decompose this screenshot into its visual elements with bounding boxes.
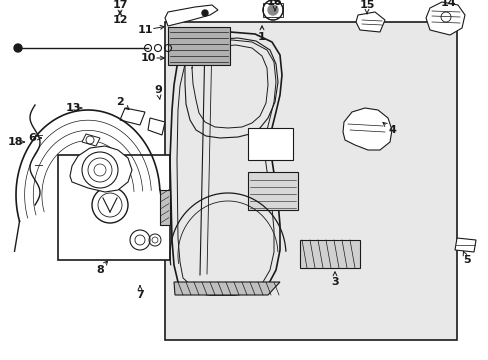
Text: 7: 7 (136, 290, 143, 300)
Polygon shape (454, 238, 475, 252)
Text: 18: 18 (7, 137, 23, 147)
Bar (164, 22, 456, 340)
Circle shape (14, 44, 22, 52)
Bar (247, 172, 297, 210)
Bar (95, 155, 107, 165)
Bar (263, 3, 283, 17)
Text: 16: 16 (266, 0, 282, 7)
Polygon shape (70, 146, 132, 192)
Text: 11: 11 (137, 25, 152, 35)
Polygon shape (425, 2, 464, 35)
Text: 9: 9 (154, 85, 162, 95)
Text: 15: 15 (359, 0, 374, 10)
Circle shape (202, 10, 207, 16)
Bar (168, 27, 229, 65)
Text: 5: 5 (462, 255, 470, 265)
Text: 17: 17 (112, 0, 127, 10)
Polygon shape (148, 118, 164, 135)
Text: 3: 3 (330, 277, 338, 287)
Text: 8: 8 (96, 265, 103, 275)
Text: 6: 6 (28, 133, 36, 143)
Text: 14: 14 (439, 0, 455, 8)
Bar (247, 128, 292, 160)
Text: 12: 12 (112, 15, 127, 25)
Bar (299, 240, 359, 268)
Polygon shape (355, 12, 384, 32)
Bar (58, 155, 170, 260)
Polygon shape (82, 134, 100, 146)
Circle shape (267, 5, 278, 15)
Text: 10: 10 (140, 53, 155, 63)
Text: 13: 13 (65, 103, 81, 113)
Text: 1: 1 (258, 32, 265, 42)
Text: 4: 4 (387, 125, 395, 135)
Polygon shape (174, 282, 280, 295)
Polygon shape (164, 5, 218, 26)
Polygon shape (120, 108, 145, 125)
Text: 2: 2 (116, 97, 123, 107)
Polygon shape (342, 108, 391, 150)
Polygon shape (160, 190, 169, 225)
